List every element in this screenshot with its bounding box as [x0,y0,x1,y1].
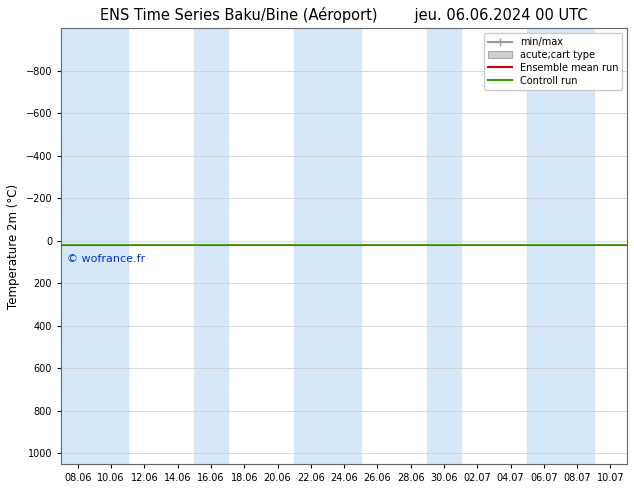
Bar [61,28,94,464]
Bar [527,28,560,464]
Y-axis label: Temperature 2m (°C): Temperature 2m (°C) [7,184,20,309]
Title: ENS Time Series Baku/Bine (Aéroport)        jeu. 06.06.2024 00 UTC: ENS Time Series Baku/Bine (Aéroport) jeu… [100,7,588,23]
Legend: min/max, acute;cart type, Ensemble mean run, Controll run: min/max, acute;cart type, Ensemble mean … [484,33,622,90]
Bar [427,28,461,464]
Bar [94,28,127,464]
Text: © wofrance.fr: © wofrance.fr [67,254,145,264]
Bar [294,28,327,464]
Bar [327,28,361,464]
Bar [194,28,228,464]
Bar [560,28,594,464]
